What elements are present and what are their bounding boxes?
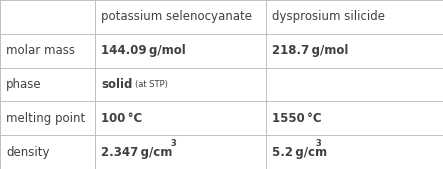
Text: dysprosium silicide: dysprosium silicide bbox=[272, 10, 385, 23]
Text: phase: phase bbox=[6, 78, 42, 91]
Text: 144.09 g/mol: 144.09 g/mol bbox=[101, 44, 186, 57]
Text: potassium selenocyanate: potassium selenocyanate bbox=[101, 10, 253, 23]
Text: 218.7 g/mol: 218.7 g/mol bbox=[272, 44, 348, 57]
Text: 100 °C: 100 °C bbox=[101, 112, 143, 125]
Text: 5.2 g/cm: 5.2 g/cm bbox=[272, 146, 327, 159]
Text: 1550 °C: 1550 °C bbox=[272, 112, 322, 125]
Text: solid: solid bbox=[101, 78, 133, 91]
Text: 2.347 g/cm: 2.347 g/cm bbox=[101, 146, 173, 159]
Text: melting point: melting point bbox=[6, 112, 85, 125]
Text: 3: 3 bbox=[315, 139, 321, 148]
Text: density: density bbox=[6, 146, 50, 159]
Text: 3: 3 bbox=[170, 139, 176, 148]
Text: (at STP): (at STP) bbox=[135, 80, 167, 89]
Text: molar mass: molar mass bbox=[6, 44, 75, 57]
